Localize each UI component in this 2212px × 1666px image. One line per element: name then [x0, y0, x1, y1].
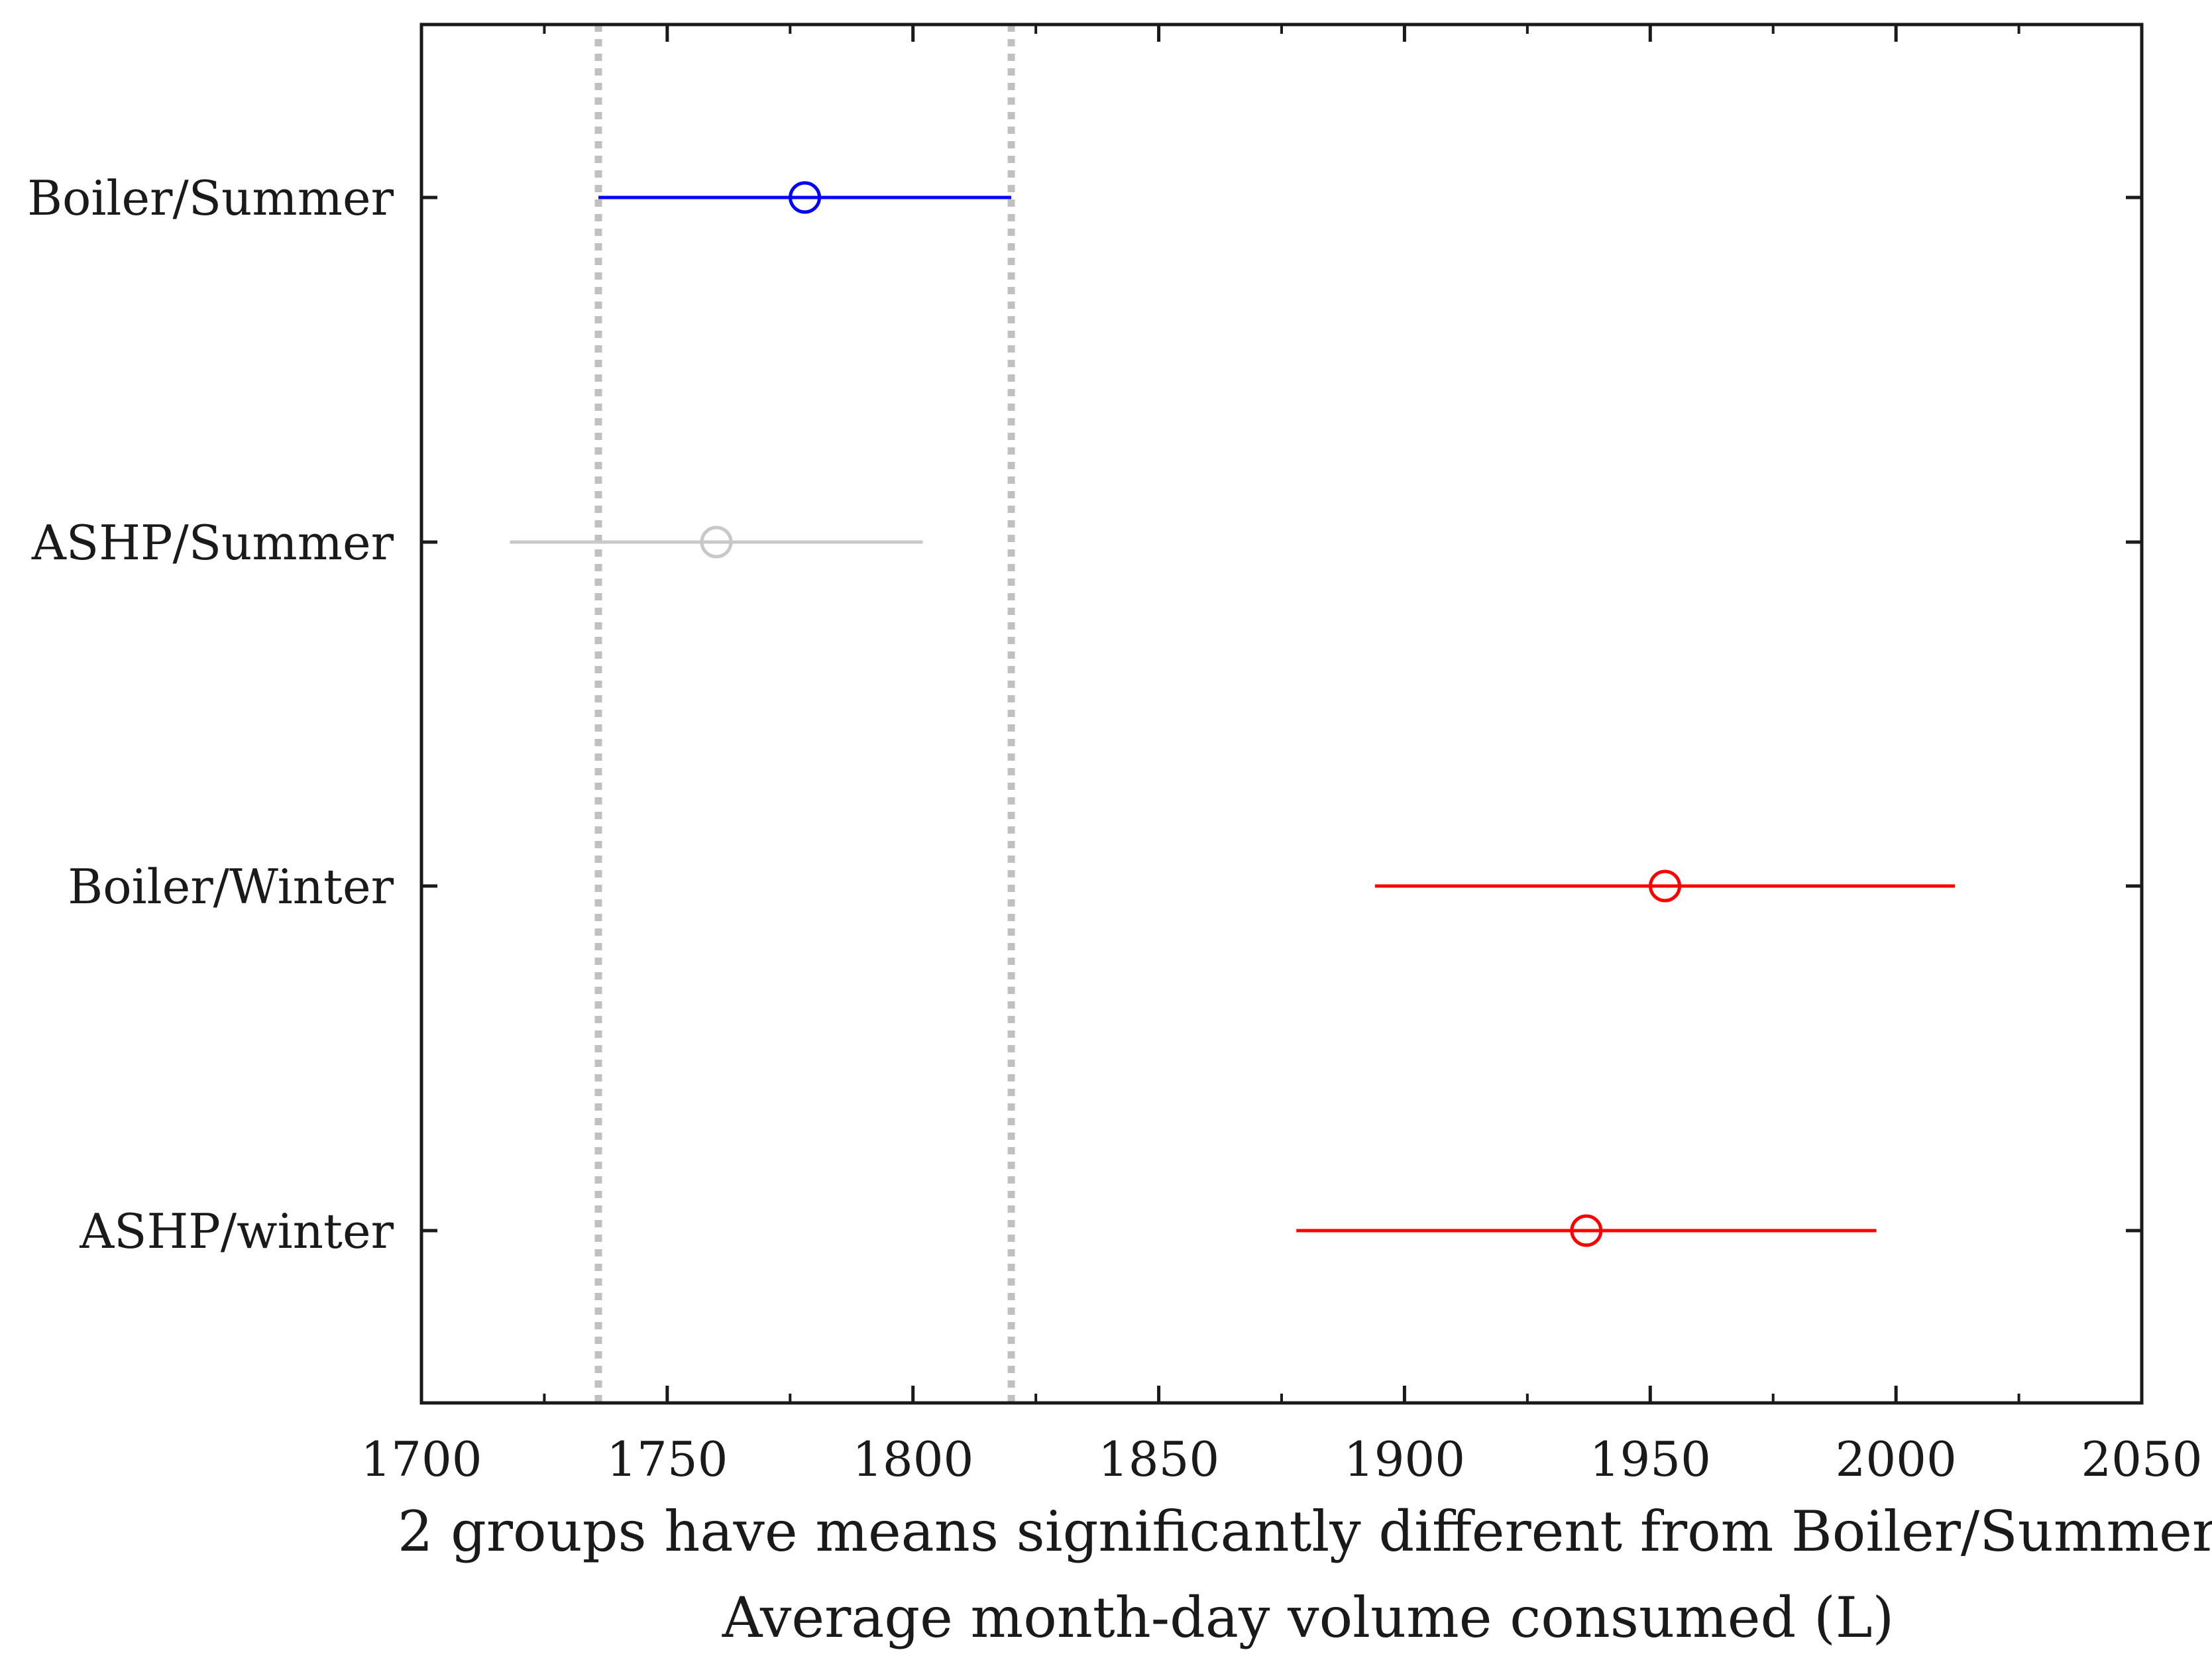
x-tick-label-1800: 1800: [852, 1431, 973, 1487]
y-tick-label-boiler-summer: Boiler/Summer: [27, 170, 394, 226]
x-tick-label-1700: 1700: [360, 1431, 482, 1487]
mean-marker-ashp-winter: [1570, 1214, 1603, 1247]
y-tick-label-ashp-summer: ASHP/Summer: [31, 515, 394, 571]
axes: Boiler/Summer ASHP/Summer Boiler/Winter ASH…: [27, 23, 2203, 1487]
x-tick-label-2050: 2050: [2081, 1431, 2202, 1487]
mean-marker-boiler-winter: [1649, 869, 1682, 903]
x-axis-caption: 2 groups have means significantly differ…: [398, 1499, 2212, 1564]
mean-marker-boiler-summer: [789, 181, 822, 214]
x-tick-label-2000: 2000: [1836, 1431, 1957, 1487]
x-axis-title: Average month-day volume consumed (L): [722, 1585, 1895, 1650]
group-intervals: [510, 181, 1956, 1247]
plot-frame: [419, 23, 2144, 1405]
x-tick-label-1950: 1950: [1590, 1431, 1711, 1487]
x-tick-label-1850: 1850: [1098, 1431, 1219, 1487]
x-tick-label-1900: 1900: [1344, 1431, 1465, 1487]
x-tick-label-1750: 1750: [606, 1431, 728, 1487]
y-tick-label-boiler-winter: Boiler/Winter: [68, 859, 394, 915]
mean-marker-ashp-summer: [700, 526, 733, 559]
reference-lines: [594, 25, 1015, 1403]
y-tick-label-ashp-winter: ASHP/winter: [79, 1203, 394, 1259]
